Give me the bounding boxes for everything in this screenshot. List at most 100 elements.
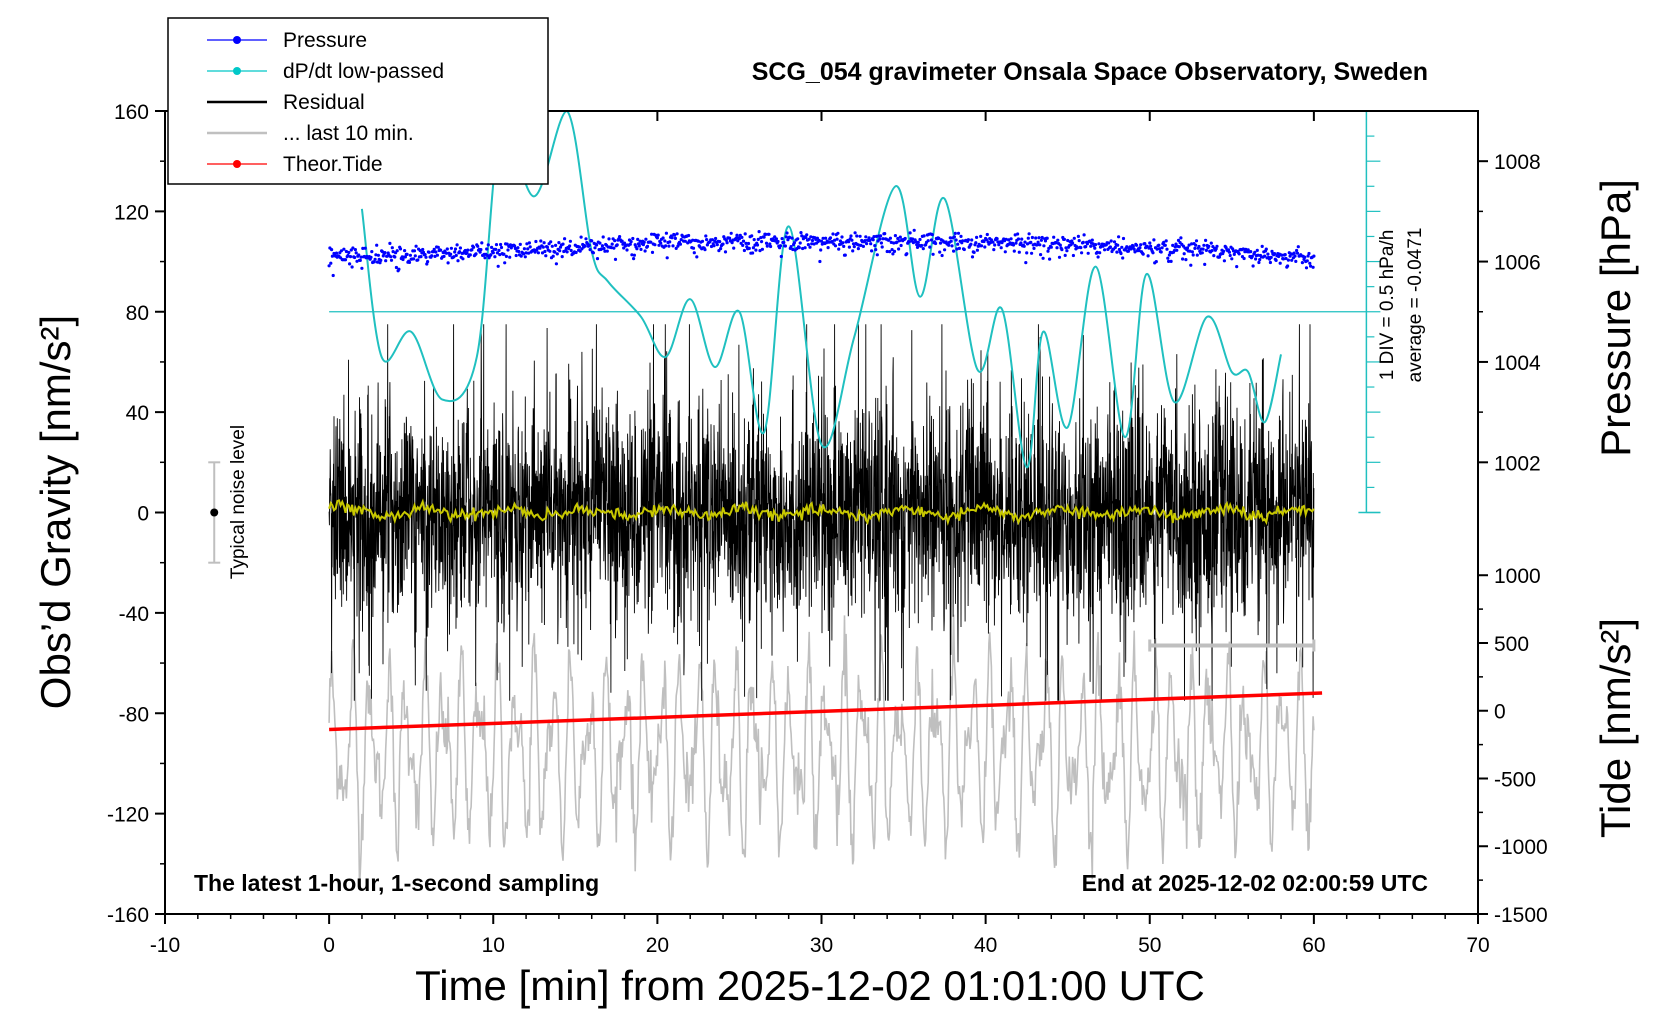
pressure-point <box>522 247 527 251</box>
pressure-point <box>419 255 423 259</box>
pressure-point <box>1237 252 1241 256</box>
pressure-point <box>671 244 675 248</box>
pressure-point <box>536 251 541 255</box>
pressure-point <box>560 255 564 259</box>
legend-marker <box>233 160 241 168</box>
pressure-point <box>1268 260 1272 265</box>
pressure-point <box>1025 251 1029 255</box>
pressure-point <box>350 265 354 269</box>
pressure-point <box>807 237 811 241</box>
pressure-point <box>891 252 895 256</box>
pressure-point <box>1037 236 1041 240</box>
pressure-point <box>1292 251 1296 255</box>
pressure-point <box>765 244 769 248</box>
x-axis-title: Time [min] from 2025-12-02 01:01:00 UTC <box>415 962 1205 1009</box>
pressure-point <box>1222 249 1226 253</box>
pressure-point <box>819 248 823 252</box>
pressure-point <box>809 235 813 239</box>
pressure-point <box>1286 264 1290 268</box>
pressure-point <box>755 243 760 247</box>
pressure-point <box>851 249 855 253</box>
pressure-point <box>879 234 883 238</box>
pressure-point <box>397 267 401 271</box>
pressure-point <box>767 232 771 236</box>
pressure-point <box>922 234 926 238</box>
pressure-point <box>486 243 490 247</box>
pressure-point <box>949 239 953 243</box>
pressure-point <box>591 251 596 255</box>
pressure-point <box>750 234 754 238</box>
pressure-point <box>635 247 639 251</box>
pressure-point <box>549 240 553 244</box>
annotation-layer: SCG_054 gravimeter Onsala Space Observat… <box>194 58 1428 1009</box>
pressure-point <box>676 244 680 248</box>
pressure-point <box>679 238 683 242</box>
pressure-point <box>734 236 738 240</box>
pressure-point <box>590 239 594 243</box>
pressure-point <box>568 244 572 248</box>
pressure-point <box>502 252 506 256</box>
pressure-point <box>1250 254 1254 258</box>
pressure-point <box>1003 250 1007 254</box>
pressure-point <box>1076 234 1080 238</box>
pressure-point <box>639 247 643 251</box>
pressure-point <box>359 255 363 259</box>
pressure-point <box>818 259 822 264</box>
pressure-point <box>499 242 503 247</box>
pressure-point <box>712 244 716 248</box>
pressure-point <box>826 246 830 250</box>
pressure-point <box>1049 245 1053 249</box>
pressure-point <box>649 240 653 244</box>
pressure-point <box>743 232 747 236</box>
pressure-point <box>1166 256 1170 260</box>
corner-note-left: The latest 1-hour, 1-second sampling <box>194 870 599 896</box>
pressure-point <box>1293 254 1297 258</box>
pressure-point <box>889 240 893 244</box>
pressure-point <box>953 231 957 235</box>
pressure-point <box>1176 238 1181 242</box>
pressure-point <box>490 245 494 249</box>
pressure-point <box>1139 243 1143 247</box>
pressure-point <box>1193 246 1197 250</box>
pressure-point <box>1060 248 1064 252</box>
pressure-point <box>704 234 708 238</box>
x-tick-label: 50 <box>1138 934 1161 957</box>
pressure-point <box>472 245 476 249</box>
pressure-point <box>1184 258 1188 262</box>
pressure-point <box>916 240 920 244</box>
pressure-point <box>796 237 800 241</box>
pressure-point <box>375 260 380 264</box>
pressure-point <box>360 266 364 270</box>
pressure-point <box>943 248 947 252</box>
pressure-point <box>852 245 856 249</box>
pressure-point <box>1204 238 1208 242</box>
pressure-point <box>812 242 816 246</box>
pressure-point <box>831 232 835 236</box>
pressure-point <box>1052 235 1056 239</box>
pressure-point <box>991 240 995 244</box>
pressure-point <box>355 259 359 263</box>
pressure-point <box>519 254 523 258</box>
x-tick-label: 60 <box>1302 934 1325 957</box>
pressure-point <box>1200 251 1204 255</box>
pressure-point <box>769 244 773 249</box>
pressure-point <box>375 243 379 247</box>
pressure-point <box>1013 233 1017 237</box>
pressure-point <box>1254 257 1258 261</box>
pressure-point <box>407 260 412 264</box>
pressure-point <box>683 239 687 243</box>
pressure-point <box>383 251 387 255</box>
pressure-point <box>538 246 542 250</box>
pressure-point <box>436 245 440 249</box>
pressure-point <box>331 273 335 278</box>
pressure-point <box>668 240 672 244</box>
pressure-point <box>714 236 718 241</box>
pressure-point <box>561 242 565 246</box>
pressure-point <box>541 245 545 249</box>
pressure-point <box>983 245 987 249</box>
pressure-point <box>847 245 852 249</box>
pressure-point <box>1185 246 1190 250</box>
pressure-point <box>841 241 845 245</box>
pressure-point <box>1146 254 1150 258</box>
pressure-point <box>569 248 573 253</box>
